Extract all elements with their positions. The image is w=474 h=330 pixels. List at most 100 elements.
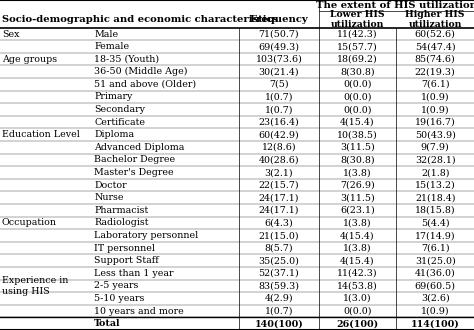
Text: 22(15.7): 22(15.7) [259,181,299,190]
Text: 32(28.1): 32(28.1) [415,155,456,164]
Text: 18(15.8): 18(15.8) [415,206,456,215]
Text: 4(2.9): 4(2.9) [264,294,293,303]
Text: 8(30.8): 8(30.8) [340,67,375,76]
Text: Diploma: Diploma [94,130,135,139]
Text: 3(11.5): 3(11.5) [340,193,375,202]
Text: Laboratory personnel: Laboratory personnel [94,231,199,240]
Text: 0(0.0): 0(0.0) [343,105,372,114]
Text: 1(0.9): 1(0.9) [421,105,449,114]
Text: 30(21.4): 30(21.4) [259,67,299,76]
Text: 14(53.8): 14(53.8) [337,281,378,290]
Text: 24(17.1): 24(17.1) [259,193,299,202]
Text: 83(59.3): 83(59.3) [258,281,300,290]
Text: 24(17.1): 24(17.1) [259,206,299,215]
Text: Male: Male [94,29,118,39]
Text: 19(16.7): 19(16.7) [415,118,456,127]
Text: IT personnel: IT personnel [94,244,155,253]
Text: 41(36.0): 41(36.0) [415,269,456,278]
Text: 18-35 (Youth): 18-35 (Youth) [94,55,159,64]
Text: Total: Total [94,319,121,328]
Text: 3(11.5): 3(11.5) [340,143,375,152]
Text: 5-10 years: 5-10 years [94,294,145,303]
Text: 35(25.0): 35(25.0) [258,256,300,265]
Text: 3(2.1): 3(2.1) [264,168,293,177]
Text: 6(23.1): 6(23.1) [340,206,375,215]
Text: 40(28.6): 40(28.6) [259,155,299,164]
Text: 0(0.0): 0(0.0) [343,307,372,315]
Text: Certificate: Certificate [94,118,146,127]
Text: 1(0.7): 1(0.7) [264,105,293,114]
Text: 0(0.0): 0(0.0) [343,80,372,89]
Text: 85(74.6): 85(74.6) [415,55,456,64]
Text: 1(3.8): 1(3.8) [343,218,372,227]
Text: 71(50.7): 71(50.7) [259,29,299,39]
Text: 8(30.8): 8(30.8) [340,155,375,164]
Text: 69(60.5): 69(60.5) [415,281,456,290]
Text: 15(57.7): 15(57.7) [337,42,378,51]
Text: 1(0.9): 1(0.9) [421,307,449,315]
Text: Advanced Diploma: Advanced Diploma [94,143,185,152]
Text: 1(3.8): 1(3.8) [343,168,372,177]
Text: Lower HIS
utilization: Lower HIS utilization [330,10,384,29]
Text: 17(14.9): 17(14.9) [415,231,456,240]
Text: Bachelor Degree: Bachelor Degree [94,155,175,164]
Text: 69(49.3): 69(49.3) [258,42,300,51]
Text: Higher HIS
utilization: Higher HIS utilization [405,10,465,29]
Text: 21(15.0): 21(15.0) [259,231,299,240]
Text: Master's Degree: Master's Degree [94,168,174,177]
Text: The extent of HIS utilization: The extent of HIS utilization [316,1,474,10]
Text: 4(15.4): 4(15.4) [340,256,375,265]
Text: 114(100): 114(100) [411,319,459,328]
Text: 50(43.9): 50(43.9) [415,130,456,139]
Text: 9(7.9): 9(7.9) [421,143,449,152]
Text: 22(19.3): 22(19.3) [415,67,456,76]
Text: 31(25.0): 31(25.0) [415,256,456,265]
Text: 103(73.6): 103(73.6) [255,55,302,64]
Text: 21(18.4): 21(18.4) [415,193,456,202]
Text: 1(0.7): 1(0.7) [264,92,293,102]
Text: Nurse: Nurse [94,193,124,202]
Text: 12(8.6): 12(8.6) [262,143,296,152]
Text: 11(42.3): 11(42.3) [337,29,378,39]
Text: Less than 1 year: Less than 1 year [94,269,174,278]
Text: Occupation: Occupation [2,218,57,227]
Text: 3(2.6): 3(2.6) [421,294,449,303]
Text: 7(5): 7(5) [269,80,289,89]
Text: Primary: Primary [94,92,133,102]
Text: 10(38.5): 10(38.5) [337,130,378,139]
Text: 7(6.1): 7(6.1) [421,80,449,89]
Text: Secondary: Secondary [94,105,146,114]
Text: 2-5 years: 2-5 years [94,281,139,290]
Text: 5(4.4): 5(4.4) [421,218,449,227]
Text: Frequency: Frequency [250,15,308,24]
Text: Radiologist: Radiologist [94,218,149,227]
Text: Socio-demographic and economic characteristics: Socio-demographic and economic character… [2,15,278,24]
Text: Female: Female [94,42,129,51]
Text: 18(69.2): 18(69.2) [337,55,378,64]
Text: 36-50 (Middle Age): 36-50 (Middle Age) [94,67,188,76]
Text: 23(16.4): 23(16.4) [259,118,299,127]
Text: Doctor: Doctor [94,181,127,190]
Text: 6(4.3): 6(4.3) [264,218,293,227]
Text: 26(100): 26(100) [337,319,378,328]
Text: Sex: Sex [2,29,19,39]
Text: 1(3.0): 1(3.0) [343,294,372,303]
Text: 60(42.9): 60(42.9) [259,130,299,139]
Text: 60(52.6): 60(52.6) [415,29,456,39]
Text: 15(13.2): 15(13.2) [415,181,456,190]
Text: Pharmacist: Pharmacist [94,206,148,215]
Text: 7(6.1): 7(6.1) [421,244,449,253]
Text: 54(47.4): 54(47.4) [415,42,456,51]
Text: Age groups: Age groups [2,55,57,64]
Text: 4(15.4): 4(15.4) [340,231,375,240]
Text: 10 years and more: 10 years and more [94,307,184,315]
Text: Support Staff: Support Staff [94,256,159,265]
Text: 2(1.8): 2(1.8) [421,168,449,177]
Text: 4(15.4): 4(15.4) [340,118,375,127]
Text: 52(37.1): 52(37.1) [259,269,299,278]
Text: 1(0.9): 1(0.9) [421,92,449,102]
Text: 1(0.7): 1(0.7) [264,307,293,315]
Text: Experience in
using HIS: Experience in using HIS [2,276,68,296]
Text: 140(100): 140(100) [255,319,303,328]
Text: 7(26.9): 7(26.9) [340,181,375,190]
